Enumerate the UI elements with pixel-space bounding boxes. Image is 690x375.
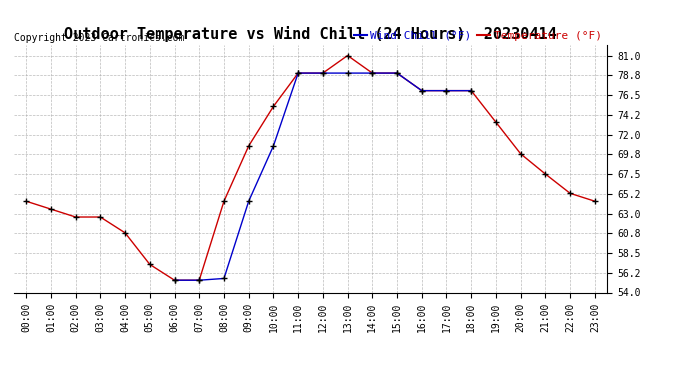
Text: Copyright 2023 Cartronics.com: Copyright 2023 Cartronics.com xyxy=(14,33,184,42)
Legend: Wind Chill (°F), Temperature (°F): Wind Chill (°F), Temperature (°F) xyxy=(353,31,602,41)
Title: Outdoor Temperature vs Wind Chill (24 Hours)  20230414: Outdoor Temperature vs Wind Chill (24 Ho… xyxy=(64,27,557,42)
